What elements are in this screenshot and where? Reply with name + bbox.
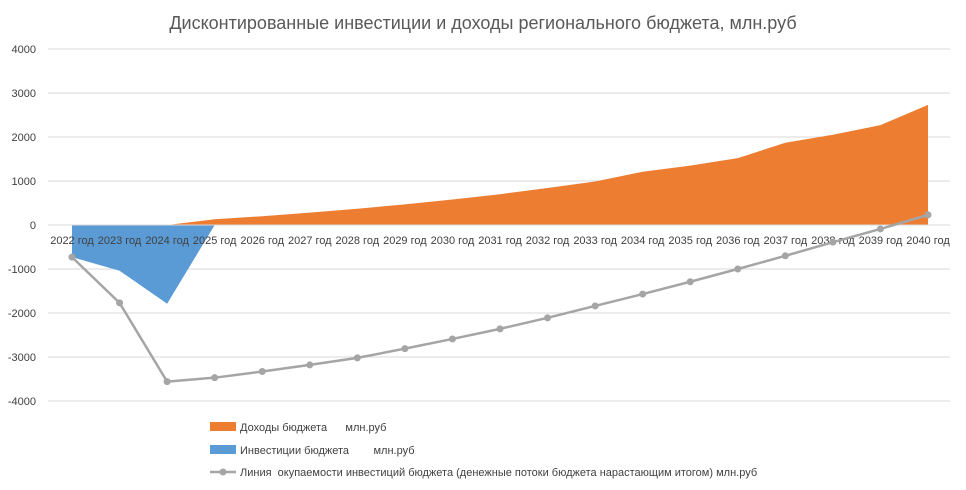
x-tick-label: 2023 год — [98, 235, 142, 247]
x-tick-label: 2033 год — [573, 235, 617, 247]
data-point — [401, 345, 409, 353]
legend-item: Доходы бюджета млн.руб — [210, 422, 386, 434]
y-tick-label: 4000 — [12, 44, 36, 56]
x-tick-label: 2031 год — [478, 235, 522, 247]
chart-title: Дисконтированные инвестиции и доходы рег… — [169, 13, 796, 33]
data-point — [544, 314, 552, 322]
series-area-1 — [72, 225, 215, 304]
data-point — [924, 211, 932, 219]
data-point — [829, 238, 837, 246]
x-tick-label: 2037 год — [764, 235, 808, 247]
data-point — [163, 378, 171, 386]
data-point — [686, 278, 694, 286]
x-tick-label: 2034 год — [621, 235, 665, 247]
y-tick-label: 1000 — [12, 176, 36, 188]
x-tick-label: 2029 год — [383, 235, 427, 247]
data-point — [116, 299, 124, 307]
x-tick-label: 2026 год — [240, 235, 284, 247]
legend-item: Линия окупаемости инвестиций бюджета (де… — [210, 467, 757, 479]
x-tick-label: 2040 год — [906, 235, 950, 247]
y-tick-label: 3000 — [12, 88, 36, 100]
x-tick-label: 2030 год — [431, 235, 475, 247]
y-tick-label: -2000 — [8, 308, 36, 320]
x-tick-label: 2024 год — [145, 235, 189, 247]
series-lines — [68, 211, 932, 386]
x-tick-label: 2035 год — [668, 235, 712, 247]
data-point — [258, 368, 266, 376]
x-tick-label: 2022 год — [50, 235, 94, 247]
data-point — [68, 253, 76, 261]
legend-item: Инвестиции бюджета млн.руб — [210, 445, 415, 457]
grid-lines — [48, 48, 950, 402]
data-point — [496, 325, 504, 333]
data-point — [639, 290, 647, 298]
legend-label: Линия окупаемости инвестиций бюджета (де… — [240, 467, 757, 479]
data-point — [734, 265, 742, 273]
data-point — [591, 302, 599, 310]
data-point — [306, 361, 314, 369]
data-point — [448, 335, 456, 343]
x-tick-labels: 2022 год 2023 год 2024 год 2025 год 2026 год… — [50, 235, 950, 247]
y-tick-label: 0 — [30, 220, 36, 232]
y-axis: 4000 3000 2000 1000 0 -1000 -2000 -3000 -4000 — [8, 44, 36, 408]
data-point — [211, 374, 219, 382]
x-tick-label: 2027 год — [288, 235, 332, 247]
y-tick-label: -1000 — [8, 264, 36, 276]
data-point — [876, 225, 884, 233]
x-tick-label: 2039 год — [859, 235, 903, 247]
y-tick-label: 2000 — [12, 132, 36, 144]
legend-marker — [219, 468, 227, 476]
data-point — [353, 354, 361, 362]
legend-swatch — [210, 445, 236, 454]
y-tick-label: -3000 — [8, 352, 36, 364]
legend-label: Доходы бюджета млн.руб — [240, 422, 386, 434]
x-tick-label: 2025 год — [193, 235, 237, 247]
legend-swatch — [210, 422, 236, 431]
x-tick-label: 2032 год — [526, 235, 570, 247]
y-tick-label: -4000 — [8, 396, 36, 408]
series-areas — [72, 104, 929, 304]
x-tick-label: 2028 год — [336, 235, 380, 247]
legend: Доходы бюджета млн.руб Инвестиции бюджета… — [210, 422, 757, 479]
legend-label: Инвестиции бюджета млн.руб — [240, 445, 415, 457]
series-area-0 — [167, 104, 929, 225]
data-point — [781, 252, 789, 260]
x-tick-label: 2036 год — [716, 235, 760, 247]
